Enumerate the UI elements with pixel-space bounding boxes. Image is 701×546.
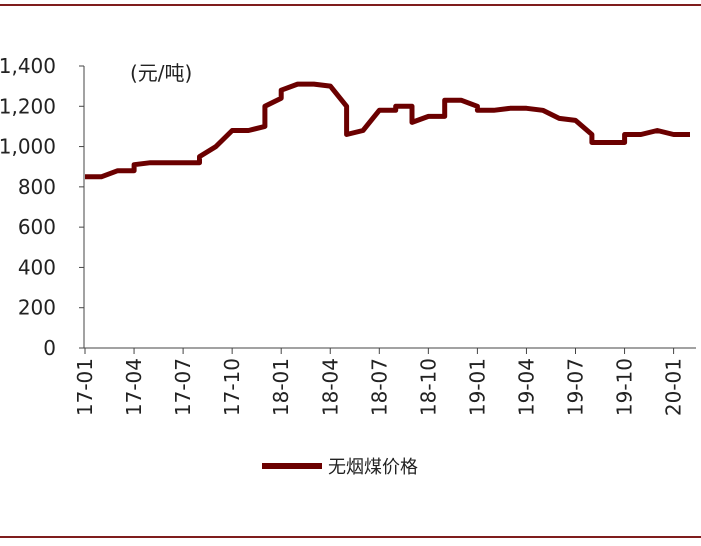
y-tick-label: 1,000 xyxy=(0,135,56,159)
x-tick-label: 19-07 xyxy=(564,358,588,416)
legend-label: 无烟煤价格 xyxy=(328,457,418,478)
y-tick-label: 800 xyxy=(18,175,56,199)
bottom-rule xyxy=(0,536,701,538)
x-tick-label: 18-01 xyxy=(269,358,293,416)
x-tick-label: 17-07 xyxy=(171,358,195,416)
y-tick-label: 0 xyxy=(43,336,56,360)
y-tick-label: 400 xyxy=(18,255,56,279)
x-tick-label: 19-10 xyxy=(613,358,637,416)
x-tick-label: 20-01 xyxy=(662,358,686,416)
y-tick-label: 600 xyxy=(18,215,56,239)
x-tick-label: 18-10 xyxy=(416,358,440,416)
y-axis-ticks: 0 200 400 600 800 1,000 1,200 1,400 xyxy=(0,54,84,360)
y-tick-label: 1,200 xyxy=(0,94,56,118)
top-rule xyxy=(0,4,701,6)
x-tick-label: 17-10 xyxy=(220,358,244,416)
y-tick-label: 200 xyxy=(18,296,56,320)
series-line-anthracite-price xyxy=(85,81,690,180)
x-tick-label: 19-04 xyxy=(514,358,538,416)
x-tick-label: 17-04 xyxy=(122,358,146,416)
x-tick-label: 17-01 xyxy=(73,358,97,416)
unit-label: (元/吨) xyxy=(130,61,192,85)
y-tick-label: 1,400 xyxy=(0,54,56,78)
x-tick-label: 18-04 xyxy=(318,358,342,416)
x-tick-label: 19-01 xyxy=(465,358,489,416)
x-axis-ticks: 17-01 17-04 17-07 17-10 18-01 18-04 18-07 18-10… xyxy=(73,348,686,416)
legend: 无烟煤价格 xyxy=(262,457,418,478)
x-tick-label: 18-07 xyxy=(367,358,391,416)
